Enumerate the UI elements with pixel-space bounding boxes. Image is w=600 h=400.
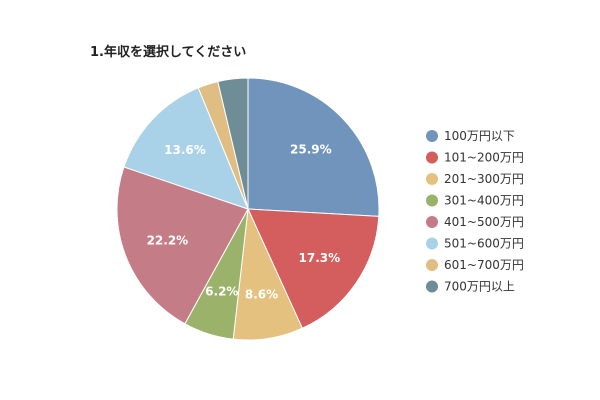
legend-label: 700万円以上 [444,280,515,294]
legend-marker [426,259,438,271]
pie-slice [247,208,380,329]
slice-data-label: 22.2% [147,233,189,247]
legend-label: 401~500万円 [444,215,524,229]
legend-marker [426,130,438,142]
legend-label: 301~400万円 [444,194,524,208]
legend-marker [426,194,438,207]
slice-data-label: 6.2% [205,284,238,298]
legend-label: 100万円以下 [444,129,515,143]
pie-slice [247,77,380,217]
slice-data-label: 13.6% [164,143,206,157]
chart-title: 1.年収を選択してください [90,45,247,60]
legend-marker [426,280,438,293]
slice-data-label: 17.3% [299,251,341,265]
legend-label: 601~700万円 [444,258,524,272]
slice-data-label: 25.9% [290,143,332,157]
legend-label: 201~300万円 [444,172,524,186]
slice-data-label: 8.6% [245,287,278,301]
pie-slices [116,77,380,341]
legend-marker [426,173,438,185]
pie-slice [116,166,249,325]
legend: 100万円以下 101~200万円 201~300万円 301~400万円 401~50… [426,129,524,294]
legend-label: 101~200万円 [444,151,524,165]
pie-data-labels: 25.9% 17.3% 8.6% 6.2% 22.2% 13.6% [147,143,341,302]
legend-marker [426,237,438,250]
pie-slice [123,87,249,210]
legend-marker [426,216,438,228]
legend-label: 501~600万円 [444,237,524,251]
legend-marker [426,151,438,164]
pie-slice [217,77,249,210]
